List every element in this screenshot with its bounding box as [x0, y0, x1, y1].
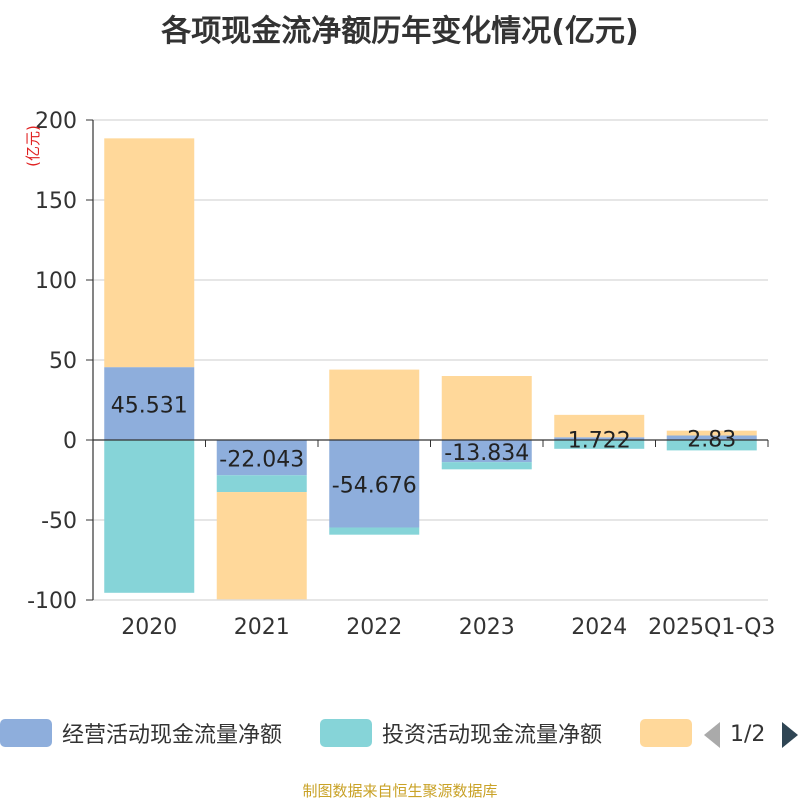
y-tick-label: 50 — [49, 349, 77, 374]
x-tick-label: 2020 — [121, 615, 177, 640]
y-tick-label: -50 — [41, 509, 77, 534]
bar-operating — [104, 367, 195, 440]
bar-third — [666, 430, 757, 436]
bar-third — [104, 138, 195, 368]
legend-item-investing[interactable]: 投资活动现金流量净额 — [320, 718, 602, 748]
y-tick-label: 150 — [35, 189, 77, 214]
bar-investing — [666, 440, 757, 451]
bar-operating — [554, 437, 645, 440]
bar-operating — [441, 440, 532, 463]
legend: 经营活动现金流量净额 投资活动现金流量净额 1/2 — [0, 712, 800, 756]
bar-operating — [666, 435, 757, 440]
x-tick-label: 2025Q1-Q3 — [648, 615, 775, 640]
data-label: -22.043 — [219, 448, 304, 473]
data-label: 1.722 — [568, 429, 631, 454]
bar-investing — [554, 440, 645, 449]
bar-operating — [216, 440, 307, 476]
y-tick-label: -100 — [27, 589, 77, 614]
legend-prev-icon[interactable] — [704, 722, 720, 748]
bar-investing — [329, 527, 420, 535]
legend-pager: 1/2 — [700, 720, 800, 750]
legend-swatch-investing — [320, 719, 372, 747]
legend-next-icon[interactable] — [782, 722, 798, 748]
x-tick-label: 2021 — [234, 615, 290, 640]
legend-label-investing: 投资活动现金流量净额 — [382, 723, 603, 748]
y-tick-label: 200 — [35, 109, 77, 134]
bar-third — [554, 414, 645, 438]
bar-third — [329, 369, 420, 440]
bar-third — [441, 376, 532, 440]
legend-item-operating[interactable]: 经营活动现金流量净额 — [0, 718, 282, 748]
chart-title: 各项现金流净额历年变化情况(亿元) — [161, 14, 639, 49]
x-tick-label: 2022 — [346, 615, 402, 640]
y-tick-label: 0 — [63, 429, 77, 454]
legend-item-third[interactable] — [640, 718, 702, 748]
bar-third — [216, 492, 307, 600]
source-note: 制图数据来自恒生聚源数据库 — [302, 782, 498, 800]
data-label: 45.531 — [111, 394, 188, 419]
data-label: -54.676 — [332, 474, 417, 499]
bar-investing — [216, 475, 307, 493]
bar-investing — [104, 440, 195, 593]
legend-swatch-third — [640, 719, 692, 747]
bar-investing — [441, 462, 532, 470]
x-tick-label: 2024 — [571, 615, 627, 640]
y-axis-unit-label: (亿元) — [24, 125, 42, 167]
bar-operating — [329, 440, 420, 528]
legend-label-operating: 经营活动现金流量净额 — [62, 723, 283, 748]
legend-swatch-operating — [0, 719, 52, 747]
chart: -100 -50 0 50 100 150 200(亿元) 2020 2021 2022 2023 2… — [24, 109, 775, 640]
data-label: 2.83 — [687, 428, 736, 453]
data-label: -13.834 — [444, 441, 529, 466]
y-tick-label: 100 — [35, 269, 77, 294]
legend-page-indicator: 1/2 — [730, 722, 766, 747]
x-tick-label: 2023 — [459, 615, 515, 640]
